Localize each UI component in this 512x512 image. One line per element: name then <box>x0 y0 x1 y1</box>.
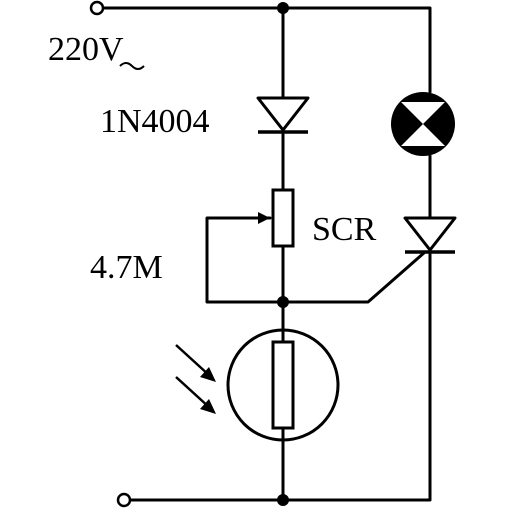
voltage-label: 220V <box>48 31 124 68</box>
bottom-rail-wire <box>128 250 432 502</box>
photoresistor-symbol <box>226 328 340 442</box>
junction-top <box>277 2 289 14</box>
potentiometer-wiper-loop <box>205 216 285 304</box>
scr-label: SCR <box>312 211 377 248</box>
junction-middle <box>277 296 289 308</box>
diode-symbol <box>256 96 310 134</box>
top-rail-wire <box>101 6 432 94</box>
potentiometer-symbol <box>258 188 295 248</box>
gate-wire <box>281 250 427 304</box>
scr-symbol <box>403 216 457 254</box>
top-terminal <box>89 0 105 16</box>
ac-tilde <box>119 62 145 70</box>
resistor-label: 4.7M <box>90 249 163 286</box>
diode-label: 1N4004 <box>100 103 210 140</box>
junction-bottom <box>277 494 289 506</box>
light-arrows <box>175 344 216 414</box>
lamp-symbol <box>391 92 455 156</box>
bottom-terminal <box>116 492 132 508</box>
